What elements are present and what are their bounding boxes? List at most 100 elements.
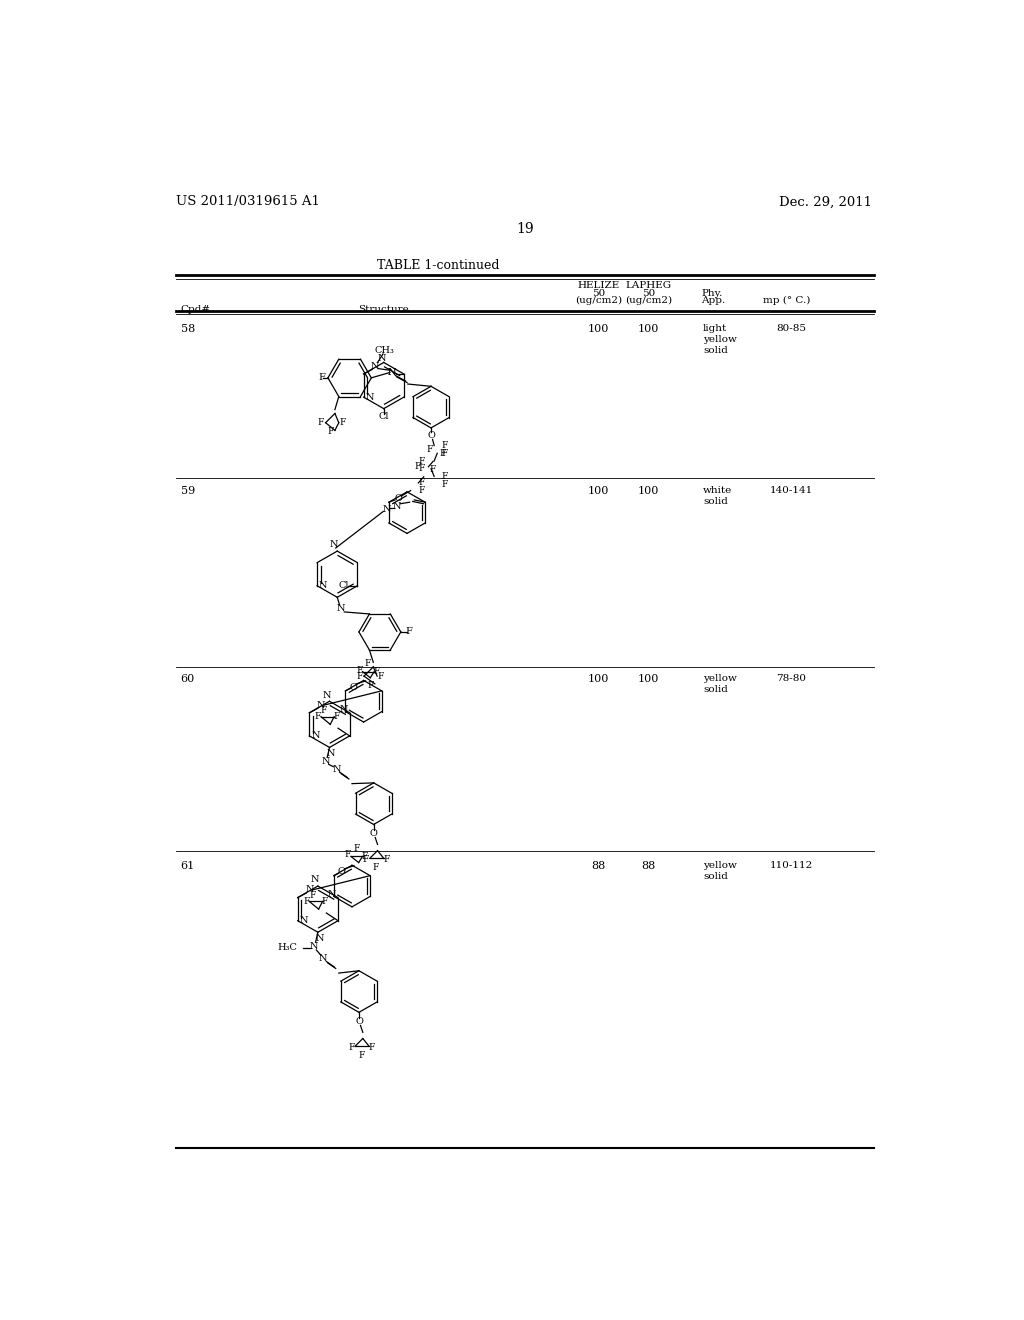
Text: F: F — [418, 478, 425, 487]
Text: CH₃: CH₃ — [375, 346, 394, 355]
Text: N: N — [310, 875, 319, 884]
Text: 100: 100 — [638, 323, 659, 334]
Text: F: F — [303, 898, 309, 906]
Text: 60: 60 — [180, 675, 195, 684]
Text: F: F — [309, 891, 315, 900]
Text: N: N — [382, 506, 390, 515]
Text: N: N — [319, 581, 328, 590]
Text: F: F — [358, 1051, 365, 1060]
Text: F: F — [441, 479, 449, 488]
Text: F: F — [441, 449, 449, 458]
Text: N: N — [300, 916, 308, 925]
Text: F: F — [441, 441, 449, 450]
Text: F: F — [333, 713, 340, 721]
Text: F: F — [406, 627, 412, 636]
Text: N: N — [366, 392, 374, 401]
Text: Cl: Cl — [338, 581, 349, 590]
Text: yellow
solid: yellow solid — [703, 861, 737, 880]
Text: 140-141: 140-141 — [770, 486, 813, 495]
Text: F: F — [328, 428, 334, 437]
Text: O: O — [427, 432, 435, 440]
Text: N: N — [371, 362, 380, 371]
Text: F: F — [340, 418, 346, 428]
Text: HELIZE: HELIZE — [578, 281, 620, 290]
Text: H₃C: H₃C — [278, 944, 297, 952]
Text: F: F — [373, 863, 379, 873]
Text: Cl: Cl — [379, 412, 389, 421]
Text: F: F — [369, 1043, 376, 1052]
Text: O: O — [394, 494, 402, 503]
Text: N: N — [329, 540, 338, 549]
Text: N: N — [328, 890, 336, 899]
Text: F: F — [427, 445, 433, 454]
Text: N: N — [311, 731, 319, 741]
Text: O: O — [355, 1018, 362, 1026]
Text: F: F — [348, 1043, 354, 1052]
Text: N: N — [332, 764, 341, 774]
Text: N: N — [377, 354, 386, 363]
Text: TABLE 1-continued: TABLE 1-continued — [377, 259, 500, 272]
Text: F: F — [317, 418, 325, 428]
Text: N: N — [322, 756, 330, 766]
Text: F: F — [419, 465, 425, 473]
Text: F: F — [353, 845, 359, 853]
Text: 88: 88 — [591, 861, 605, 871]
Text: F: F — [368, 681, 374, 690]
Text: F: F — [321, 706, 328, 715]
Text: N: N — [388, 368, 396, 378]
Text: N: N — [315, 935, 324, 942]
Text: 80-85: 80-85 — [776, 323, 807, 333]
Text: 100: 100 — [588, 675, 609, 684]
Text: F: F — [345, 850, 351, 859]
Text: US 2011/0319615 A1: US 2011/0319615 A1 — [176, 195, 319, 209]
Text: light
yellow
solid: light yellow solid — [703, 323, 737, 355]
Text: yellow
solid: yellow solid — [703, 675, 737, 694]
Text: 88: 88 — [642, 861, 656, 871]
Text: N: N — [319, 954, 328, 962]
Text: N: N — [327, 750, 335, 758]
Text: 100: 100 — [638, 675, 659, 684]
Text: F: F — [378, 672, 384, 681]
Text: 50: 50 — [592, 289, 605, 297]
Text: N: N — [388, 368, 396, 378]
Text: F: F — [356, 665, 362, 675]
Text: 100: 100 — [588, 486, 609, 495]
Text: F: F — [361, 851, 368, 861]
Text: N: N — [323, 690, 331, 700]
Text: Phy.: Phy. — [701, 289, 723, 297]
Text: 50: 50 — [642, 289, 655, 297]
Text: F: F — [441, 473, 449, 480]
Text: (ug/cm2): (ug/cm2) — [574, 296, 622, 305]
Text: N: N — [337, 605, 345, 614]
Text: F: F — [356, 672, 362, 681]
Text: mp (° C.): mp (° C.) — [763, 296, 810, 305]
Text: F: F — [365, 660, 371, 668]
Text: N: N — [305, 886, 313, 895]
Text: white
solid: white solid — [703, 486, 732, 506]
Text: 58: 58 — [180, 323, 195, 334]
Text: LAPHEG: LAPHEG — [626, 281, 672, 290]
Text: 110-112: 110-112 — [770, 861, 813, 870]
Text: F: F — [415, 462, 421, 471]
Text: F: F — [362, 855, 369, 865]
Text: N: N — [339, 705, 348, 714]
Text: Structure: Structure — [358, 305, 410, 314]
Text: F: F — [318, 374, 326, 383]
Text: 100: 100 — [638, 486, 659, 495]
Text: Cpd#: Cpd# — [180, 305, 211, 314]
Text: O: O — [370, 829, 378, 838]
Text: 59: 59 — [180, 486, 195, 495]
Text: F: F — [374, 667, 380, 676]
Text: Dec. 29, 2011: Dec. 29, 2011 — [779, 195, 872, 209]
Text: 61: 61 — [180, 861, 195, 871]
Text: N: N — [309, 941, 318, 950]
Text: O: O — [349, 682, 357, 692]
Text: F: F — [430, 465, 436, 474]
Text: F: F — [322, 898, 328, 906]
Text: App.: App. — [701, 296, 726, 305]
Text: 19: 19 — [516, 222, 534, 235]
Text: F: F — [439, 449, 445, 458]
Text: 100: 100 — [588, 323, 609, 334]
Text: F: F — [314, 713, 322, 721]
Text: 78-80: 78-80 — [776, 675, 807, 684]
